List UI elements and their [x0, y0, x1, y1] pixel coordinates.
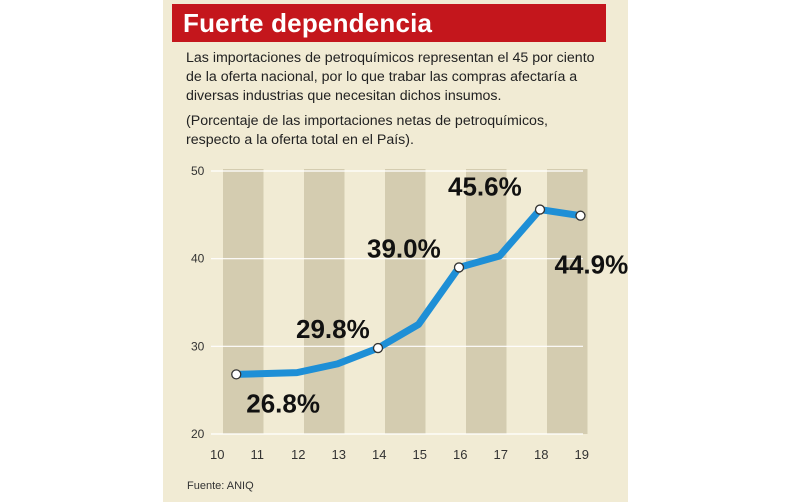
left-margin — [0, 0, 163, 502]
data-point — [372, 342, 384, 354]
y-axis-ticks: 20 30 40 50 — [191, 164, 205, 441]
gridlines — [211, 170, 583, 435]
series-line — [232, 206, 584, 378]
data-label: 26.8% — [246, 388, 320, 418]
y-tick-label: 30 — [191, 339, 205, 353]
title-bar — [172, 4, 606, 42]
shaded-band — [223, 169, 264, 434]
line-chart: 20 30 40 50 10 11 12 13 14 15 16 17 18 19 26.8% 29.8%… — [191, 164, 628, 462]
x-tick-label: 11 — [251, 447, 265, 462]
x-tick-label: 16 — [453, 447, 467, 462]
chart-title: Fuerte dependencia — [183, 8, 433, 38]
data-label: 44.9% — [555, 250, 629, 280]
data-labels: 26.8% 29.8% 39.0% 45.6% 44.9% — [246, 172, 628, 419]
series-layer — [231, 204, 586, 380]
data-label: 45.6% — [448, 172, 522, 202]
x-tick-label: 13 — [332, 447, 346, 462]
source-note: Fuente: ANIQ — [187, 480, 254, 492]
data-label: 29.8% — [296, 314, 370, 344]
y-tick-label: 40 — [191, 252, 205, 266]
data-point — [534, 204, 546, 215]
data-point — [453, 262, 465, 273]
y-tick-label: 50 — [191, 164, 205, 178]
shaded-band — [385, 169, 426, 434]
shaded-band — [304, 169, 345, 434]
unit-note: (Porcentaje de las importaciones netas d… — [186, 113, 548, 148]
right-margin — [628, 0, 800, 502]
description-text: Las importaciones de petroquímicos repre… — [186, 50, 595, 104]
x-tick-label: 15 — [413, 447, 427, 462]
y-tick-label: 20 — [191, 427, 205, 441]
x-tick-label: 12 — [291, 447, 305, 462]
data-point — [231, 369, 242, 380]
description-block: Las importaciones de petroquímicos repre… — [186, 49, 606, 150]
x-tick-label: 17 — [494, 447, 508, 462]
data-label: 39.0% — [367, 233, 441, 263]
x-tick-label: 19 — [575, 447, 589, 462]
x-tick-label: 14 — [372, 447, 386, 462]
x-tick-label: 18 — [534, 447, 548, 462]
shaded-band — [466, 169, 507, 434]
x-tick-label: 10 — [210, 447, 224, 462]
x-axis-ticks: 10 11 12 13 14 15 16 17 18 19 — [210, 447, 589, 462]
data-point — [575, 210, 586, 221]
